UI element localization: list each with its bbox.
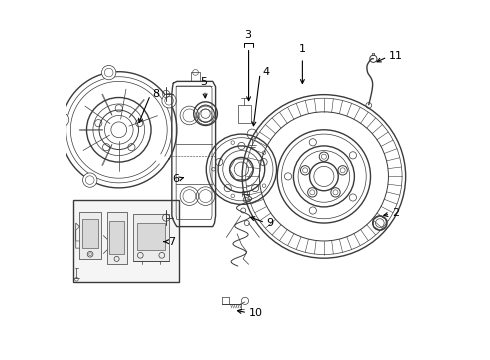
Text: 1: 1 <box>299 44 306 54</box>
Text: 9: 9 <box>267 218 273 228</box>
Bar <box>238 105 251 123</box>
Text: 7: 7 <box>168 237 175 247</box>
Text: 10: 10 <box>248 309 263 318</box>
Text: 8: 8 <box>152 89 159 99</box>
Bar <box>109 221 124 253</box>
Text: 4: 4 <box>262 67 270 77</box>
Bar <box>107 212 126 264</box>
Text: 11: 11 <box>389 51 402 61</box>
Circle shape <box>101 66 116 80</box>
Text: 6: 6 <box>173 174 180 184</box>
Text: 2: 2 <box>392 208 399 219</box>
Circle shape <box>54 113 69 127</box>
Bar <box>133 214 169 261</box>
Text: 5: 5 <box>200 77 207 87</box>
Bar <box>137 223 166 250</box>
Circle shape <box>82 173 97 187</box>
Bar <box>73 200 179 282</box>
Text: 3: 3 <box>245 30 251 40</box>
Bar <box>82 220 98 248</box>
Bar <box>79 212 101 259</box>
Circle shape <box>162 94 176 108</box>
